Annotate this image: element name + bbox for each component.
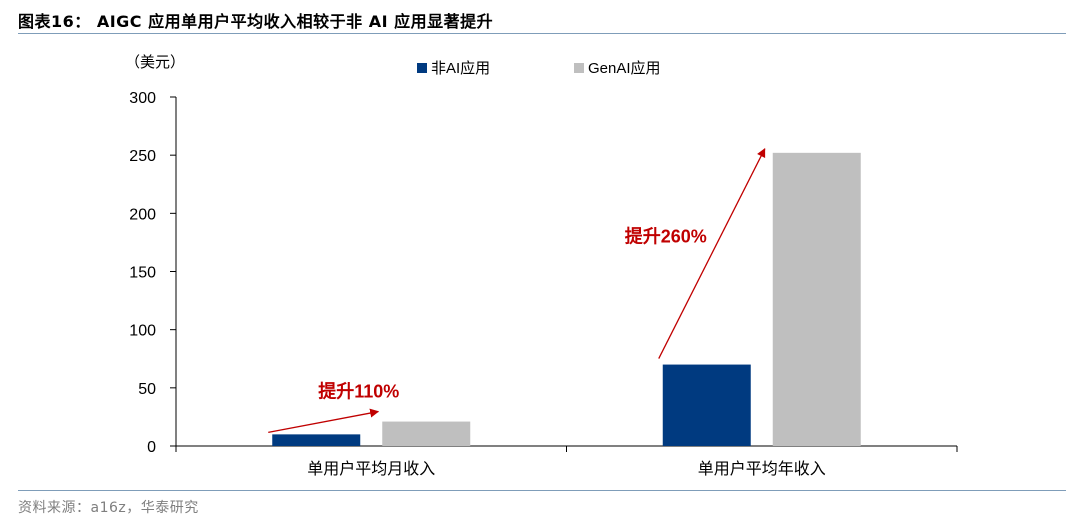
annotation-monthly: 提升110% <box>318 381 399 402</box>
y-axis-ticks: 0 50 100 150 200 250 300 <box>129 90 176 456</box>
x-axis-labels: 单用户平均月收入 单用户平均年收入 <box>307 460 826 478</box>
source-note: 资料来源：a16z，华泰研究 <box>18 500 199 516</box>
x-tick-label: 单用户平均月收入 <box>307 460 435 478</box>
legend-swatch-genai <box>574 63 584 73</box>
y-unit-label: （美元） <box>125 54 185 71</box>
figure-title-row: 图表16： AIGC 应用单用户平均收入相较于非 AI 应用显著提升 <box>18 8 1066 34</box>
y-tick-label: 50 <box>138 381 156 398</box>
bar-genai <box>772 152 861 446</box>
legend-swatch-non-ai <box>417 63 427 73</box>
x-axis-ticks <box>175 446 958 452</box>
y-tick-label: 200 <box>129 206 156 223</box>
y-tick-label: 0 <box>147 439 156 456</box>
annotation-annual: 提升260% <box>625 225 707 246</box>
top-rule <box>18 33 1066 34</box>
y-tick-label: 250 <box>129 148 156 165</box>
y-tick-label: 150 <box>129 265 156 282</box>
bar-non-ai <box>662 364 751 446</box>
bottom-rule <box>18 490 1066 491</box>
bar-non-ai <box>272 434 361 446</box>
y-tick-label: 100 <box>129 323 156 340</box>
increase-arrow-annual <box>658 148 766 359</box>
y-tick-label: 300 <box>129 90 156 107</box>
increase-arrow-monthly <box>268 408 380 434</box>
bars <box>272 152 861 446</box>
figure-title: 图表16： AIGC 应用单用户平均收入相较于非 AI 应用显著提升 <box>18 12 494 31</box>
bar-genai <box>382 421 471 446</box>
legend-label-non-ai: 非AI应用 <box>431 59 490 77</box>
x-tick-label: 单用户平均年收入 <box>698 460 826 478</box>
legend-label-genai: GenAI应用 <box>588 59 661 77</box>
legend: 非AI应用 GenAI应用 <box>417 59 661 77</box>
bar-chart: （美元） 非AI应用 GenAI应用 0 50 100 150 200 250 300 单用… <box>125 54 958 478</box>
